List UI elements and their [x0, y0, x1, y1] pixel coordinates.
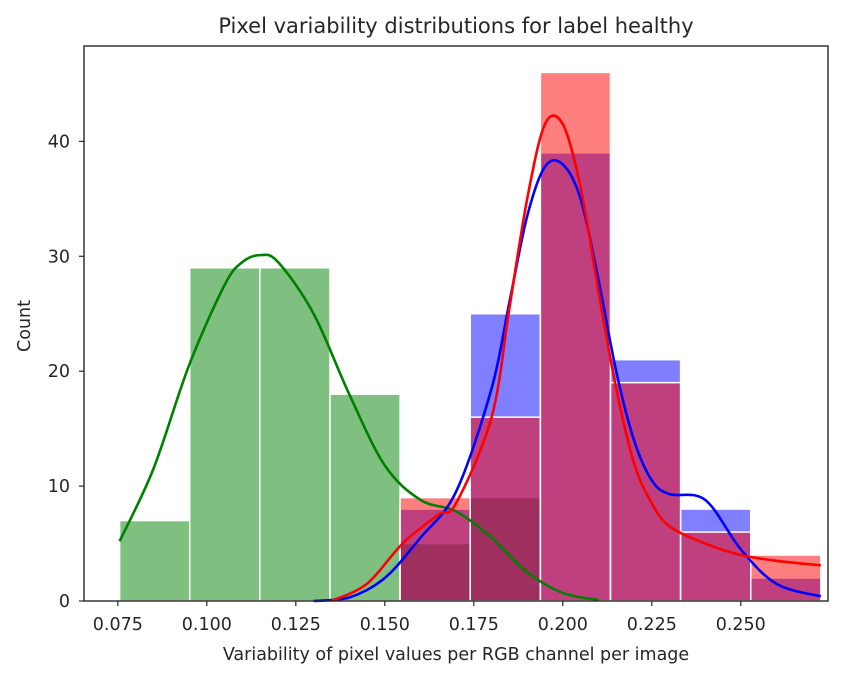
chart-title: Pixel variability distributions for labe…: [218, 14, 693, 38]
y-tick-label: 10: [48, 477, 70, 497]
plot-area: [118, 71, 822, 603]
histogram-bar: [118, 519, 191, 602]
kde-curve: [330, 114, 822, 603]
kde-curve: [313, 158, 822, 603]
plot-frame: [83, 45, 829, 602]
x-axis-label: Variability of pixel values per RGB chan…: [223, 645, 689, 665]
histogram-bar: [679, 531, 752, 602]
x-tick-label: 0.100: [182, 615, 232, 635]
histogram-bar: [329, 393, 401, 602]
y-tick-label: 40: [48, 132, 70, 152]
x-tick-label: 0.250: [716, 615, 766, 635]
y-tick-label: 20: [48, 362, 70, 382]
y-tick-label: 30: [48, 247, 70, 267]
y-tick-label: 0: [59, 592, 70, 612]
x-axis-ticks: 0.075 0.100 0.125 0.150 0.175 0.200 0.225 0.250: [93, 601, 766, 635]
x-tick-label: 0.200: [538, 615, 588, 635]
y-axis-label: Count: [15, 300, 35, 352]
histogram-bar: [188, 267, 261, 602]
x-tick-label: 0.075: [93, 615, 143, 635]
kde-curve: [118, 253, 599, 602]
x-tick-label: 0.225: [627, 615, 677, 635]
x-tick-label: 0.125: [271, 615, 321, 635]
x-tick-label: 0.175: [449, 615, 499, 635]
x-tick-label: 0.150: [360, 615, 410, 635]
histogram-bar: [259, 267, 331, 602]
histogram-bar: [539, 71, 612, 602]
y-axis-ticks: 0 10 20 30 40: [48, 132, 84, 612]
